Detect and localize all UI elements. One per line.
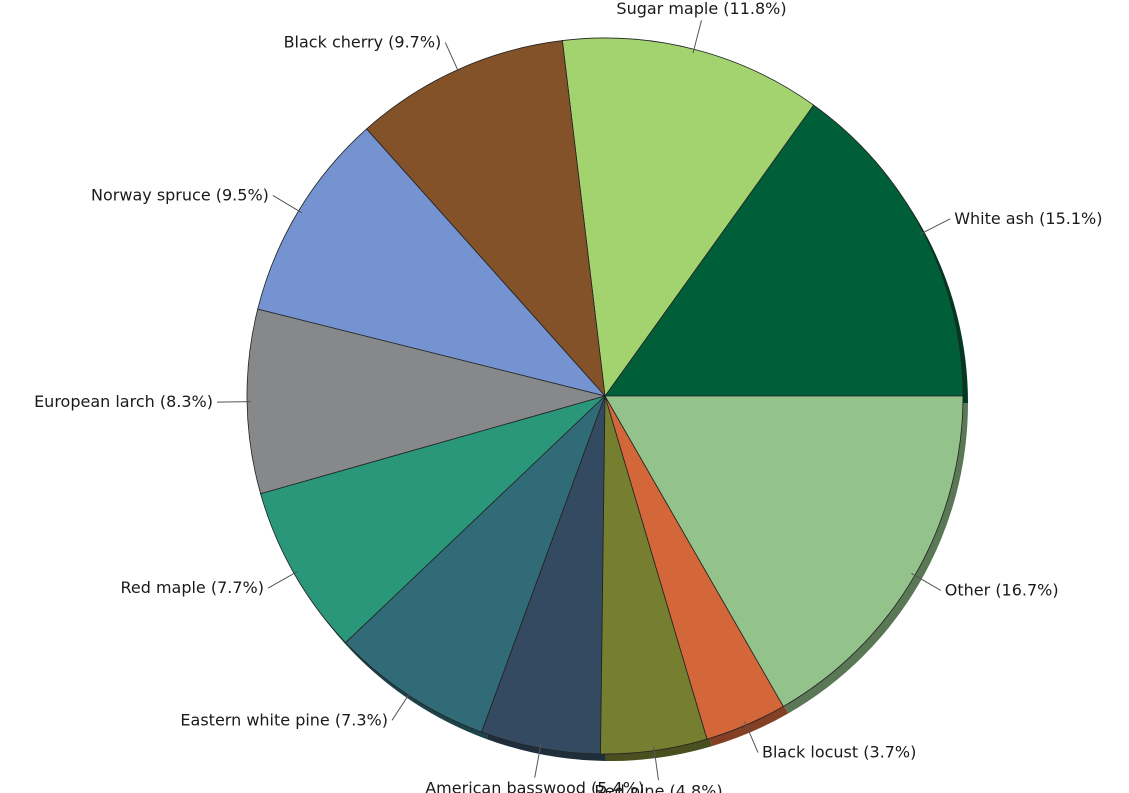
slice-label-other: Other (16.7%) (945, 580, 1059, 599)
leader-line-black-locust (744, 721, 759, 753)
slice-label-sugar-maple: Sugar maple (11.8%) (616, 0, 786, 18)
slice-label-black-locust: Black locust (3.7%) (762, 743, 916, 762)
pie-slices (246, 37, 964, 755)
slice-label-european-larch: European larch (8.3%) (34, 392, 213, 411)
slice-label-red-maple: Red maple (7.7%) (120, 578, 264, 597)
slice-label-norway-spruce: Norway spruce (9.5%) (91, 185, 269, 204)
leader-line-norway-spruce (272, 194, 303, 214)
leader-line-european-larch (216, 401, 252, 403)
leader-line-white-ash (919, 218, 951, 235)
leader-line-red-pine (653, 746, 659, 781)
leader-line-black-cherry (444, 42, 460, 74)
slice-label-white-ash: White ash (15.1%) (954, 209, 1102, 228)
slice-label-black-cherry: Black cherry (9.7%) (284, 32, 442, 51)
leader-line-american-basswood (534, 744, 542, 778)
leader-line-red-maple (267, 570, 298, 589)
leader-line-other (911, 572, 942, 591)
leader-line-eastern-white-pine (391, 691, 412, 721)
slice-label-eastern-white-pine: Eastern white pine (7.3%) (180, 710, 388, 729)
leader-line-sugar-maple (692, 20, 702, 54)
slice-label-american-basswood: American basswood (5.4%) (425, 779, 644, 793)
slice-labels: White ash (15.1%) Sugar maple (11.8%) Blac… (34, 0, 1102, 793)
slice-label-red-pine: Red pine (4.8%) (594, 781, 722, 793)
leader-lines (216, 20, 951, 781)
